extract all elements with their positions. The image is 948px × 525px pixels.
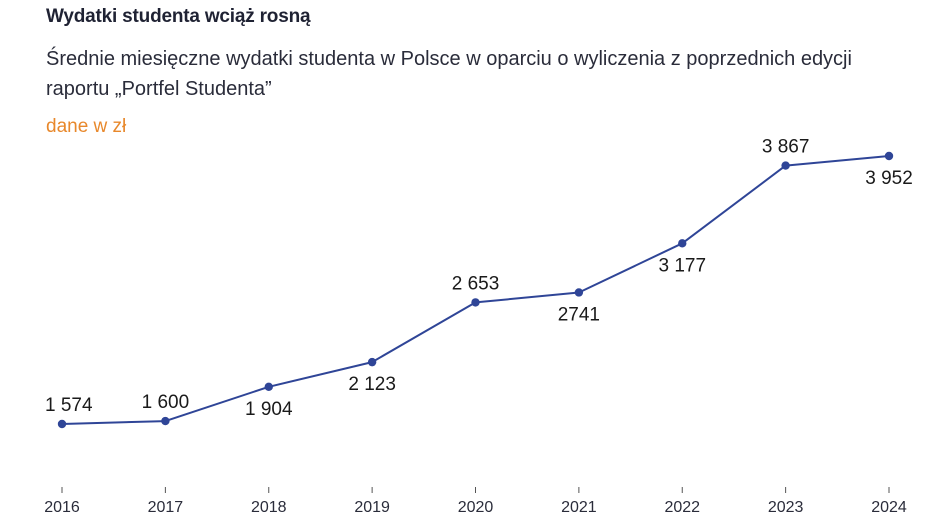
- data-points: [57, 151, 894, 429]
- data-point: [781, 161, 790, 170]
- x-tick-label: 2020: [458, 499, 494, 516]
- chart-subtitle: Średnie miesięczne wydatki studenta w Po…: [46, 48, 852, 100]
- x-axis-labels: 2016 2017 2018 2019 2020 2021 2022 2023 2024: [44, 499, 907, 516]
- x-tick-label: 2022: [664, 499, 700, 516]
- data-label: 2 123: [348, 374, 396, 395]
- data-point: [161, 416, 170, 426]
- chart-title: Wydatki studenta wciąż rosną: [46, 6, 311, 27]
- x-tick-label: 2023: [768, 499, 804, 516]
- data-point: [574, 288, 584, 297]
- data-label: 3 952: [865, 168, 913, 189]
- data-label: 2 653: [452, 273, 500, 294]
- x-tick-label: 2016: [44, 499, 80, 516]
- data-label: 1 600: [142, 392, 190, 413]
- data-label: 3 867: [762, 137, 810, 158]
- data-label: 1 904: [245, 399, 293, 420]
- x-tick-label: 2019: [354, 499, 390, 516]
- data-labels: 1 574 1 600 1 904 2 123 2 653 2741 3 177 3 867 3…: [45, 137, 913, 420]
- data-label: 1 574: [45, 395, 93, 416]
- data-point: [264, 382, 273, 392]
- x-tick-label: 2021: [561, 499, 597, 516]
- data-label: 2741: [558, 304, 600, 325]
- x-axis-ticks: [61, 487, 890, 493]
- unit-label: dane w zł: [46, 116, 127, 137]
- x-tick-label: 2017: [148, 499, 184, 516]
- x-tick-label: 2024: [871, 499, 907, 516]
- data-point: [471, 298, 480, 307]
- data-point: [678, 239, 687, 248]
- data-point: [367, 357, 377, 367]
- data-point: [57, 419, 67, 429]
- x-tick-label: 2018: [251, 499, 287, 516]
- data-label: 3 177: [658, 255, 706, 276]
- data-point: [884, 151, 894, 161]
